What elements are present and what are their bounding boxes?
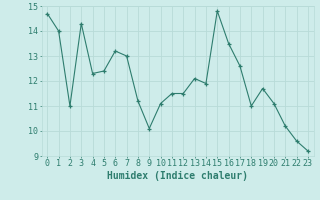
X-axis label: Humidex (Indice chaleur): Humidex (Indice chaleur) xyxy=(107,171,248,181)
